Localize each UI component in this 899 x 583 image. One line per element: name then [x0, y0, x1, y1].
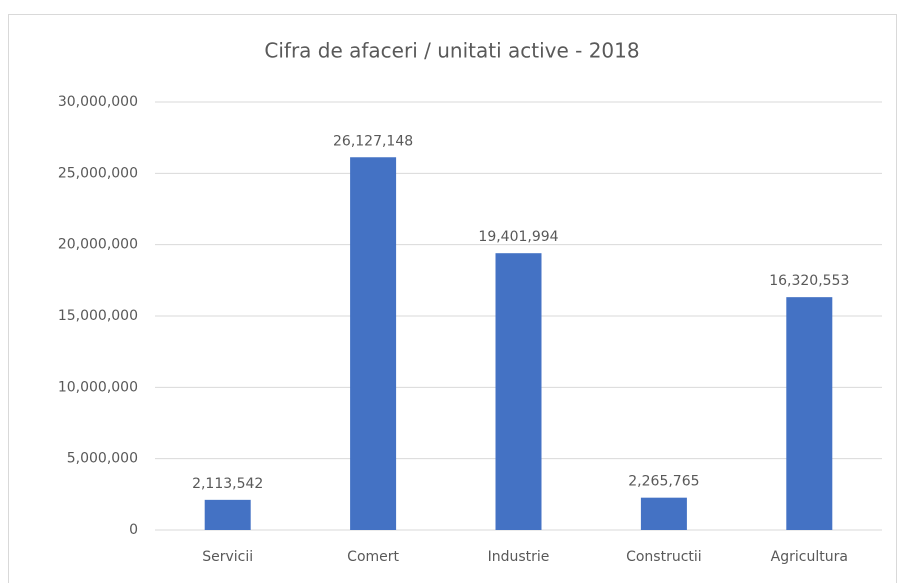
data-label: 2,265,765: [628, 474, 699, 490]
bar: [786, 297, 833, 530]
bar: [495, 253, 542, 530]
chart-border: [8, 14, 897, 583]
x-tick-label: Comert: [347, 549, 399, 565]
x-tick-label: Agricultura: [771, 549, 848, 565]
x-tick-label: Industrie: [488, 549, 550, 565]
y-tick-label: 25,000,000: [58, 165, 138, 181]
y-tick-label: 20,000,000: [58, 237, 138, 253]
bar: [204, 499, 251, 530]
data-label: 16,320,553: [769, 273, 849, 289]
bar: [350, 157, 397, 530]
y-tick-label: 5,000,000: [67, 451, 138, 467]
x-tick-label: Servicii: [202, 549, 253, 565]
y-tick-label: 10,000,000: [58, 379, 138, 395]
data-label: 19,401,994: [478, 229, 558, 245]
bar: [640, 497, 687, 530]
y-tick-label: 30,000,000: [58, 94, 138, 110]
chart-title: Cifra de afaceri / unitati active - 2018: [264, 39, 639, 63]
data-label: 26,127,148: [333, 133, 413, 149]
x-tick-label: Constructii: [626, 549, 702, 565]
data-label: 2,113,542: [192, 476, 263, 492]
y-tick-label: 0: [129, 522, 138, 538]
y-tick-label: 15,000,000: [58, 308, 138, 324]
